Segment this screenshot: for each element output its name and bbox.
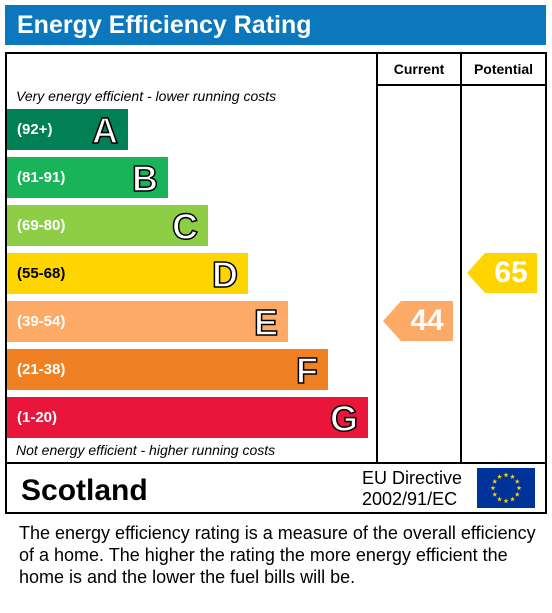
band-b: (81-91) B	[7, 157, 168, 200]
eu-star	[490, 485, 496, 491]
band-range-label: (1-20)	[17, 409, 58, 426]
band-d: (55-68) D	[7, 253, 248, 296]
arrow-value: 65	[494, 256, 528, 289]
band-a: (92+) A	[7, 109, 128, 152]
arrow-current: 44	[383, 301, 453, 341]
eu-star	[492, 478, 498, 484]
column-header-potential: Potential	[473, 61, 534, 77]
band-c: (69-80) C	[7, 205, 208, 248]
eu-star	[514, 478, 520, 484]
divider-current	[376, 54, 378, 464]
top-caption: Very energy efficient - lower running co…	[16, 88, 277, 104]
band-f: (21-38) F	[7, 349, 328, 392]
band-g: (1-20) G	[7, 397, 368, 440]
header-underline	[376, 84, 545, 86]
band-e: (39-54) E	[7, 301, 288, 344]
eu-star	[510, 496, 515, 502]
arrow-value: 44	[410, 304, 444, 337]
band-range-label: (81-91)	[17, 169, 66, 186]
description: The energy efficiency rating is a measur…	[19, 523, 536, 587]
eu-star	[514, 491, 520, 497]
region-label: Scotland	[21, 474, 148, 507]
arrow-potential: 65	[467, 253, 537, 293]
band-range-label: (55-68)	[17, 265, 66, 282]
directive-line2: 2002/91/EC	[362, 489, 458, 509]
eu-star	[503, 498, 509, 504]
eu-directive: EU Directive 2002/91/EC	[362, 468, 462, 510]
title-bar: Energy Efficiency Rating	[5, 5, 546, 45]
eu-star	[503, 472, 509, 478]
bottom-caption: Not energy efficient - higher running co…	[16, 442, 276, 458]
eu-star	[497, 474, 502, 479]
chart-title: Energy Efficiency Rating	[17, 11, 312, 39]
eu-flag-icon	[477, 468, 535, 513]
eu-star	[516, 485, 522, 491]
band-letter: G	[329, 397, 359, 440]
eu-star	[497, 496, 502, 502]
eu-star	[510, 474, 515, 479]
band-range-label: (39-54)	[17, 313, 66, 330]
footer-divider	[7, 462, 545, 464]
divider-potential	[460, 54, 462, 464]
column-header-current: Current	[393, 61, 445, 77]
band-letter: F	[295, 349, 319, 392]
band-letter: A	[91, 109, 119, 152]
band-range-label: (92+)	[17, 121, 53, 138]
rating-chart: Current Potential Very energy efficient …	[5, 52, 547, 514]
band-letter: C	[171, 205, 199, 248]
band-range-label: (69-80)	[17, 217, 66, 234]
band-letter: B	[131, 157, 159, 200]
eu-star	[492, 491, 498, 497]
directive-line1: EU Directive	[362, 468, 463, 488]
band-letter: E	[253, 301, 279, 344]
band-range-label: (21-38)	[17, 361, 66, 378]
band-letter: D	[211, 253, 239, 296]
